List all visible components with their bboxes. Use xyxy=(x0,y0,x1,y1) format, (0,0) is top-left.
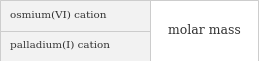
Bar xyxy=(0,30,150,61)
Bar xyxy=(150,0,258,61)
Text: palladium(I) cation: palladium(I) cation xyxy=(10,41,110,50)
Text: osmium(VI) cation: osmium(VI) cation xyxy=(10,11,107,20)
Bar xyxy=(0,0,150,30)
Text: molar mass: molar mass xyxy=(168,24,241,37)
